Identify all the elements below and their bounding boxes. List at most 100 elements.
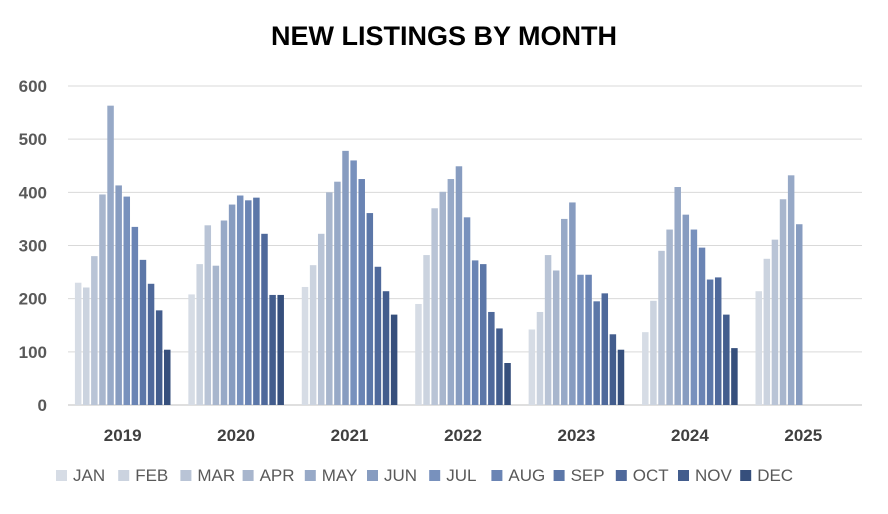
legend-swatch-aug (491, 470, 503, 481)
legend-swatch-jul (429, 470, 441, 481)
bar-2025-feb (763, 258, 771, 405)
bar-2023-jan (528, 329, 536, 405)
bar-2024-aug (698, 247, 706, 405)
bar-2024-oct (714, 277, 722, 405)
bar-2022-dec (504, 363, 511, 405)
bar-2023-mar (544, 255, 552, 405)
bar-2025-jun (795, 224, 803, 405)
bar-2021-may (334, 181, 341, 405)
x-tick-label: 2025 (784, 426, 822, 445)
bar-2021-aug (358, 179, 365, 405)
bar-2020-sep (253, 197, 260, 405)
bar-2023-oct (601, 293, 609, 405)
bar-2022-nov (496, 328, 503, 405)
x-tick-label: 2021 (331, 426, 369, 445)
bar-2020-jul (236, 195, 244, 405)
y-tick-label: 0 (38, 396, 47, 415)
bar-2019-jan (74, 282, 82, 405)
bar-2019-jun (115, 185, 122, 405)
bar-2021-jan (301, 286, 309, 405)
bar-2024-may (674, 187, 681, 405)
bar-2020-jun (228, 204, 236, 405)
bar-2024-feb (650, 300, 657, 405)
bar-2020-feb (196, 264, 203, 405)
bar-2019-sep (139, 259, 147, 405)
bars (74, 105, 803, 406)
bar-2023-jun (569, 202, 576, 405)
x-tick-label: 2020 (217, 426, 255, 445)
bar-2025-jan (755, 291, 762, 405)
y-tick-label: 300 (19, 237, 47, 256)
x-tick-label: 2023 (557, 426, 595, 445)
bar-2022-may (447, 179, 455, 405)
bar-2024-sep (706, 279, 714, 405)
bar-2019-nov (155, 310, 163, 405)
x-tick-label: 2019 (104, 426, 142, 445)
legend-swatch-sep (553, 470, 565, 481)
bar-2021-dec (390, 314, 398, 405)
legend-swatch-oct (615, 470, 627, 481)
bar-2019-may (107, 105, 114, 406)
legend-swatch-jan (56, 470, 67, 481)
bar-2024-jul (690, 229, 698, 405)
bar-2021-feb (309, 265, 317, 405)
legend-label-mar: MAR (197, 466, 235, 485)
bar-2023-nov (609, 334, 617, 405)
bar-2021-sep (366, 213, 374, 405)
bar-2020-nov (269, 294, 276, 405)
bar-2021-oct (374, 266, 382, 405)
bar-2023-sep (593, 301, 600, 405)
bar-2023-feb (536, 311, 544, 405)
bar-2022-aug (471, 260, 479, 405)
legend-swatch-feb (118, 470, 130, 481)
bar-2022-feb (423, 255, 430, 405)
bar-2023-dec (617, 349, 625, 405)
y-tick-label: 600 (19, 77, 47, 96)
bar-2021-apr (326, 192, 333, 405)
chart-title: NEW LISTINGS BY MONTH (271, 21, 617, 51)
bar-2022-apr (439, 191, 446, 405)
legend-label-apr: APR (260, 466, 295, 485)
bar-2024-mar (658, 250, 665, 405)
legend-swatch-may (304, 470, 316, 481)
x-tick-label: 2024 (671, 426, 709, 445)
legend: JAN FEB MAR APR MAY JUN JUL AUG SEP OCT NOV DEC (56, 466, 793, 485)
bar-2024-jun (682, 214, 690, 405)
bar-2024-dec (731, 348, 738, 405)
bar-2019-dec (164, 349, 171, 405)
legend-swatch-mar (180, 470, 192, 481)
bar-2024-apr (666, 229, 673, 405)
bar-2023-jul (577, 274, 584, 405)
legend-label-jan: JAN (73, 466, 105, 485)
legend-label-feb: FEB (135, 466, 168, 485)
bar-2019-jul (123, 196, 131, 405)
bar-2024-nov (723, 314, 730, 405)
legend-label-nov: NOV (695, 466, 733, 485)
x-axis-ticks: 2019 2020 2021 2022 2023 2024 2025 (104, 426, 822, 445)
bar-2021-mar (317, 233, 325, 405)
bar-2022-mar (431, 208, 438, 405)
bar-2022-jul (463, 217, 471, 405)
y-tick-label: 100 (19, 343, 47, 362)
legend-label-jun: JUN (384, 466, 417, 485)
legend-label-may: MAY (322, 466, 358, 485)
x-tick-label: 2022 (444, 426, 482, 445)
bar-2021-jun (342, 150, 349, 405)
bar-2019-feb (83, 287, 90, 405)
bar-2023-may (561, 218, 568, 405)
legend-label-dec: DEC (757, 466, 793, 485)
legend-swatch-dec (740, 470, 752, 481)
bar-2019-mar (91, 256, 98, 405)
y-tick-label: 200 (19, 290, 47, 309)
legend-label-aug: AUG (508, 466, 545, 485)
y-tick-label: 500 (19, 130, 47, 149)
bar-2020-apr (212, 265, 220, 405)
y-tick-label: 400 (19, 183, 47, 202)
bar-2020-jan (188, 294, 195, 405)
bar-2021-jul (350, 160, 357, 405)
bar-2022-sep (480, 264, 487, 405)
bar-2019-apr (99, 194, 106, 405)
bar-2023-aug (585, 274, 592, 405)
